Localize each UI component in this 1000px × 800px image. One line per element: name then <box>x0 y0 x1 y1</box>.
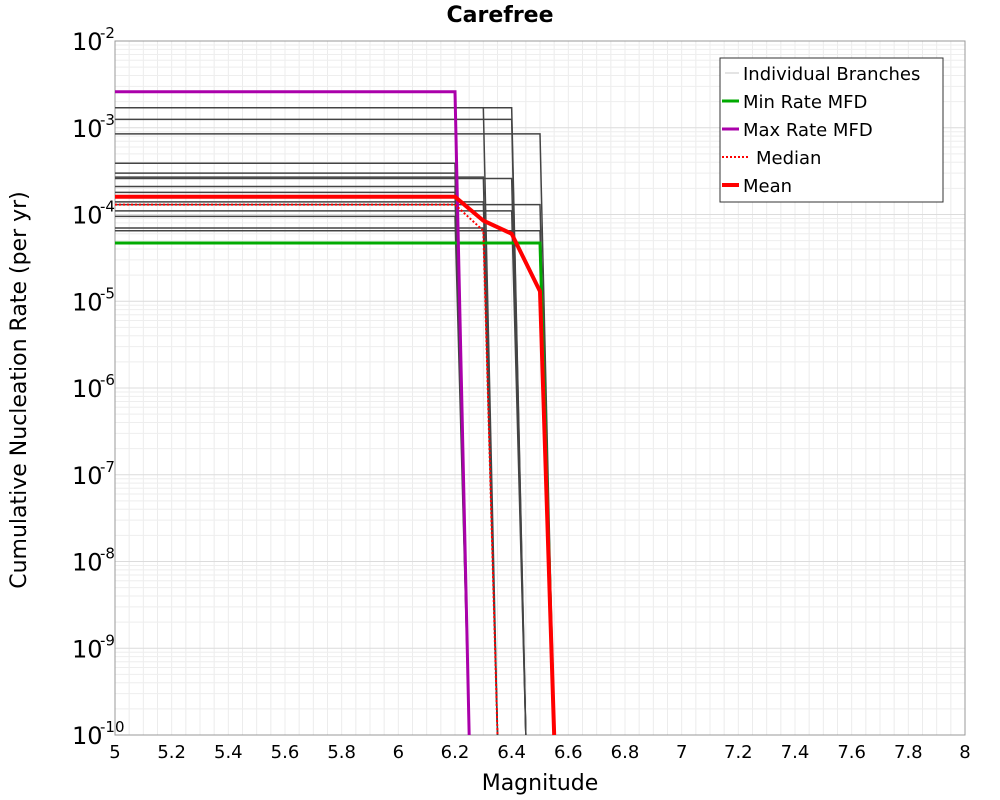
y-tick-label-base: 10 <box>72 28 103 56</box>
x-tick-label: 6.2 <box>441 742 470 763</box>
y-tick-label-base: 10 <box>72 722 103 750</box>
y-tick-label-exponent: -6 <box>100 371 115 389</box>
legend: Individual Branches Min Rate MFD Max Rat… <box>719 57 944 203</box>
y-tick-label-exponent: -5 <box>100 284 115 302</box>
x-tick-label: 8 <box>959 742 970 763</box>
y-tick-label-exponent: -3 <box>100 111 115 129</box>
plot-frame <box>114 40 966 736</box>
x-tick-label: 7 <box>676 742 687 763</box>
series-layer <box>115 90 557 736</box>
y-tick-label-exponent: -8 <box>100 545 115 563</box>
x-tick-label: 5.4 <box>214 742 243 763</box>
grid <box>114 41 966 736</box>
legend-box <box>719 57 944 203</box>
series-line-median <box>115 203 499 736</box>
y-tick-label-base: 10 <box>72 375 103 403</box>
series-line-mean <box>115 194 557 736</box>
y-tick-label-base: 10 <box>72 549 103 577</box>
y-tick-label-exponent: -9 <box>100 631 115 649</box>
y-tick-label-base: 10 <box>72 462 103 490</box>
x-tick-label: 6.8 <box>611 742 640 763</box>
legend-label-branches: Individual Branches <box>743 64 920 85</box>
x-tick-label: 7.6 <box>837 742 866 763</box>
x-tick-label: 6.6 <box>554 742 583 763</box>
legend-label-max: Max Rate MFD <box>743 120 873 141</box>
y-tick-label-base: 10 <box>72 115 103 143</box>
y-tick-label-exponent: -7 <box>100 458 115 476</box>
y-tick-label-base: 10 <box>72 202 103 230</box>
y-tick-label-base: 10 <box>72 288 103 316</box>
y-tick-label-exponent: -10 <box>100 718 125 736</box>
series-line-max <box>115 90 471 736</box>
series-line-branch-13 <box>115 210 527 736</box>
legend-label-mean: Mean <box>743 176 792 197</box>
x-tick-label: 6.4 <box>497 742 526 763</box>
x-tick-label: 5.8 <box>327 742 356 763</box>
x-tick-label: 5 <box>109 742 120 763</box>
y-tick-label-exponent: -2 <box>100 24 115 42</box>
y-tick-label-exponent: -4 <box>100 198 115 216</box>
x-tick-label: 7.2 <box>724 742 753 763</box>
x-tick-label: 5.2 <box>157 742 186 763</box>
x-tick-label: 6 <box>393 742 404 763</box>
x-tick-label: 7.4 <box>781 742 810 763</box>
legend-label-min: Min Rate MFD <box>743 92 867 113</box>
legend-label-median: Median <box>756 148 821 169</box>
x-tick-labels: 5 5.2 5.4 5.6 5.8 6 6.2 6.4 6.6 6.8 7 7.2 7.4 7.6 7.8 8 <box>109 742 970 763</box>
y-tick-labels: 10-210-310-410-510-610-710-810-910-10 <box>72 24 125 750</box>
chart-title: Carefree <box>446 3 553 28</box>
x-tick-label: 7.8 <box>894 742 923 763</box>
x-axis-label: Magnitude <box>482 771 599 796</box>
y-tick-label-base: 10 <box>72 635 103 663</box>
y-axis-label: Cumulative Nucleation Rate (per yr) <box>7 191 32 589</box>
x-tick-label: 5.6 <box>271 742 300 763</box>
